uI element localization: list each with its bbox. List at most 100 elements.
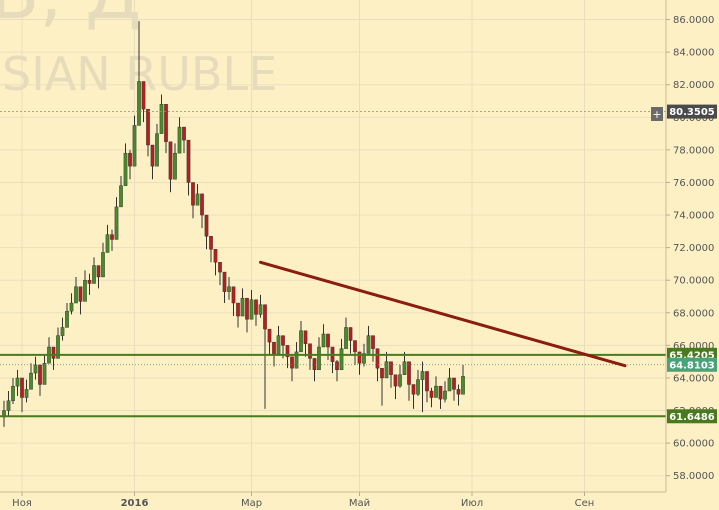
y-tick-label: 82.0000 (673, 80, 714, 91)
horizontal-levels (0, 111, 666, 418)
crosshair-button[interactable]: + (651, 107, 663, 121)
candle-down (236, 302, 240, 317)
candle-up (384, 361, 389, 379)
candle-down (452, 377, 456, 390)
crosshair-tag-bg (667, 104, 717, 119)
candle-up (105, 234, 110, 253)
candle-down (110, 234, 114, 240)
candle-up (195, 193, 200, 206)
y-tick-label: 66.0000 (673, 341, 714, 352)
candle-down (150, 144, 155, 167)
candle-up (33, 364, 38, 374)
x-tick-label: Май (349, 498, 370, 509)
candle-down (38, 364, 42, 385)
candle-up (420, 371, 425, 380)
y-tick-label: 86.0000 (673, 15, 714, 26)
candle-down (222, 271, 227, 292)
candle-down (285, 345, 290, 357)
candle-down (200, 193, 204, 216)
x-tick-label: Ноя (12, 498, 32, 509)
y-tick-label: 78.0000 (673, 145, 714, 156)
candle-down (218, 262, 222, 273)
candle-down (326, 333, 330, 348)
crosshair-tag-label: 80.3505 (669, 107, 715, 118)
candle-up (443, 390, 447, 400)
candle-down (393, 374, 398, 387)
candle-up (123, 152, 128, 186)
candle-up (258, 304, 263, 315)
candle-up (299, 330, 303, 353)
candle-down (20, 377, 24, 398)
candle-down (335, 361, 339, 371)
candle-down (308, 343, 312, 359)
candle-down (272, 341, 276, 356)
trendline[interactable] (259, 260, 627, 368)
x-tick-label: 2016 (121, 498, 149, 509)
candle-up (366, 335, 371, 354)
candle-down (78, 286, 83, 302)
candle-down (438, 385, 443, 400)
candle-down (164, 104, 168, 142)
candle-down (411, 384, 416, 395)
y-tick-label: 76.0000 (673, 178, 714, 189)
y-tick-label: 64.0000 (673, 373, 714, 384)
candle-up (114, 206, 119, 240)
crosshair-button-label[interactable]: + (652, 108, 661, 121)
candle-down (231, 286, 236, 304)
candle-down (146, 108, 150, 146)
candle-up (402, 361, 407, 375)
level-tag-1-label: 61.6486 (669, 412, 715, 423)
candle-up (132, 125, 137, 167)
candle-up (119, 185, 123, 208)
candle-down (303, 330, 308, 344)
candle-down (312, 358, 317, 371)
candle-down (186, 139, 191, 183)
candle-up (15, 377, 20, 387)
candle-down (182, 126, 186, 141)
candle-up (276, 335, 281, 356)
candle-up (159, 104, 164, 134)
candle-up (321, 333, 326, 348)
candle-up (227, 286, 231, 292)
candle-down (128, 152, 132, 167)
candle-down (87, 280, 92, 284)
candle-up (398, 374, 402, 387)
candle-up (155, 133, 159, 167)
y-tick-label: 74.0000 (673, 211, 714, 222)
candle-down (254, 299, 258, 315)
candle-up (173, 152, 177, 180)
candle-up (29, 372, 33, 390)
candle-up (60, 327, 65, 336)
y-tick-label: 58.0000 (673, 471, 714, 482)
candle-up (11, 385, 15, 401)
candle-up (6, 400, 11, 411)
candle-down (407, 361, 411, 385)
candle-up (447, 377, 452, 392)
level-tag-1-bg (667, 409, 717, 424)
candle-down (245, 297, 249, 320)
candle-down (456, 389, 461, 395)
candle-down (353, 340, 357, 353)
candle-down (281, 335, 285, 346)
candle-down (267, 328, 272, 343)
candle-up (294, 351, 299, 369)
y-tick-label: 84.0000 (673, 48, 714, 59)
candle-down (263, 304, 267, 330)
candle-down (371, 335, 375, 349)
candlestick-series (2, 21, 465, 427)
candle-up (74, 286, 78, 304)
candle-up (24, 389, 29, 398)
candle-up (416, 379, 420, 395)
candle-down (348, 327, 353, 341)
candle-up (83, 280, 87, 302)
crosshair-button-bg[interactable] (651, 107, 663, 121)
candle-up (42, 363, 47, 385)
candle-down (168, 141, 173, 180)
time-axis[interactable]: Ноя 2016 Мар Май Июл Сен (12, 492, 594, 509)
trendline-group[interactable] (259, 260, 627, 368)
last-price-tag-label: 64.8103 (669, 360, 715, 371)
candle-up (362, 353, 366, 364)
watermark-line1: В, Д (0, 0, 141, 35)
candle-up (317, 346, 321, 371)
